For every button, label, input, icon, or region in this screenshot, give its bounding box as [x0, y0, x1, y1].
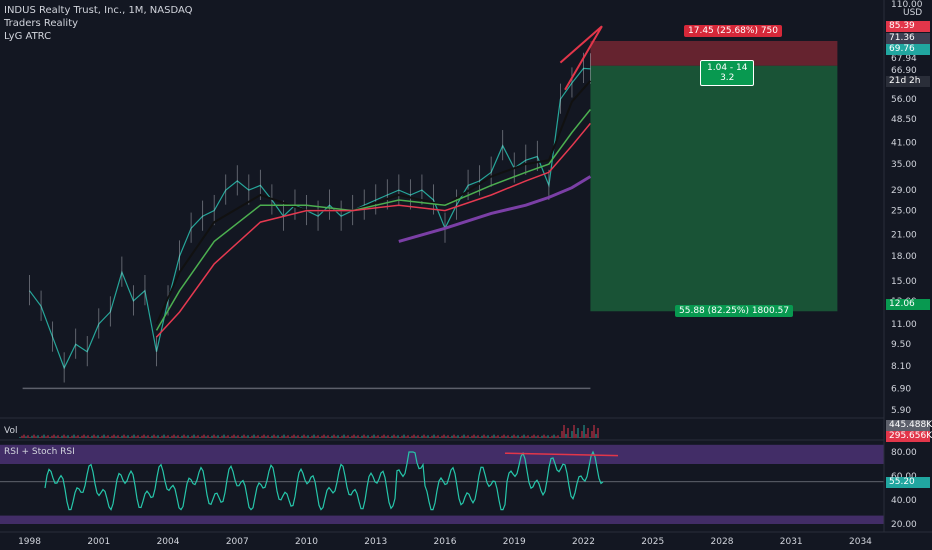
time-tick-label: 2031	[780, 537, 803, 547]
indicator-panes	[0, 425, 884, 524]
time-tick-label: 2034	[849, 537, 872, 547]
price-tick-label: 21.00	[891, 231, 917, 241]
time-tick-label: 2016	[434, 537, 457, 547]
rsi-tick-label: 20.00	[891, 520, 917, 530]
rsi-value-tag: 55.20	[886, 477, 930, 488]
price-tick-label: 9.50	[891, 340, 911, 350]
rsi-tick-label: 80.00	[891, 448, 917, 458]
series-ema-long	[398, 175, 592, 243]
series-ema-fast	[155, 80, 592, 325]
chart-title: INDUS Realty Trust, Inc., 1M, NASDAQ	[4, 5, 193, 16]
rsi-oversold-band	[0, 515, 884, 524]
time-tick-label: 2013	[364, 537, 387, 547]
rsi-overbought-band	[0, 444, 884, 464]
volume-label: Vol	[4, 426, 18, 436]
rsi-trendline	[504, 452, 619, 457]
price-tick-label: 56.00	[891, 95, 917, 105]
volume-tag-1: 445.488K	[886, 420, 932, 431]
ratio-line-2: 3.2	[720, 73, 735, 83]
time-tick-label: 2025	[641, 537, 664, 547]
currency-label: USD	[903, 8, 923, 18]
time-tick-label: 1998	[18, 537, 41, 547]
price-tick-label: 41.00	[891, 138, 917, 148]
price-tick-label: 66.90	[891, 66, 917, 76]
reward-label: 55.88 (82.25%) 1800.57	[675, 305, 794, 317]
price-tick-label: 29.00	[891, 186, 917, 196]
price-tick-label: 6.90	[891, 384, 911, 394]
price-tick-label: 5.90	[891, 406, 911, 416]
price-tick-label: 15.00	[891, 277, 917, 287]
price-tick-label: 8.10	[891, 362, 911, 372]
time-tick-label: 2007	[226, 537, 249, 547]
rsi-label: RSI + Stoch RSI	[4, 447, 75, 457]
price-tick-label: 110.00	[891, 0, 923, 10]
indicator-traders-reality: Traders Reality	[4, 18, 79, 29]
risk-label: 17.45 (25.68%) 750	[684, 25, 783, 37]
ratio-label: 1.04 - 14 3.2	[700, 60, 755, 86]
rsi-tick-label: 40.00	[891, 496, 917, 506]
target-price-tag: 12.06	[886, 299, 930, 310]
entry-price-tag: 71.36	[886, 33, 930, 44]
price-tick-label: 35.00	[891, 160, 917, 170]
series-price	[29, 67, 591, 370]
time-tick-label: 2010	[295, 537, 318, 547]
time-tick-label: 2004	[157, 537, 180, 547]
price-series	[29, 52, 592, 383]
countdown-tag: 21d 2h	[886, 76, 930, 87]
price-tick-label: 67.94	[891, 54, 917, 64]
rising-wedge-drawing	[559, 25, 603, 91]
price-tick-label: 25.00	[891, 207, 917, 217]
time-tick-label: 2022	[572, 537, 595, 547]
indicator-lyg-atrc: LyG ATRC	[4, 31, 52, 42]
series-ema-slow	[155, 122, 591, 338]
ratio-line-1: 1.04 - 14	[707, 63, 748, 73]
trendline-drawings[interactable]	[22, 25, 603, 390]
time-tick-label: 2019	[503, 537, 526, 547]
stop-price-tag: 85.39	[886, 21, 930, 32]
series-ema-mid	[155, 109, 591, 331]
time-tick-label: 2001	[87, 537, 110, 547]
reward-zone	[590, 65, 838, 312]
price-tick-label: 48.50	[891, 115, 917, 125]
volume-tag-2: 295.656K	[886, 431, 932, 442]
rsi-line	[44, 450, 604, 511]
price-tick-label: 11.00	[891, 320, 917, 330]
long-position-tool[interactable]	[590, 40, 838, 312]
last-price-tag: 69.76	[886, 44, 930, 55]
price-tick-label: 18.00	[891, 252, 917, 262]
time-tick-label: 2028	[711, 537, 734, 547]
